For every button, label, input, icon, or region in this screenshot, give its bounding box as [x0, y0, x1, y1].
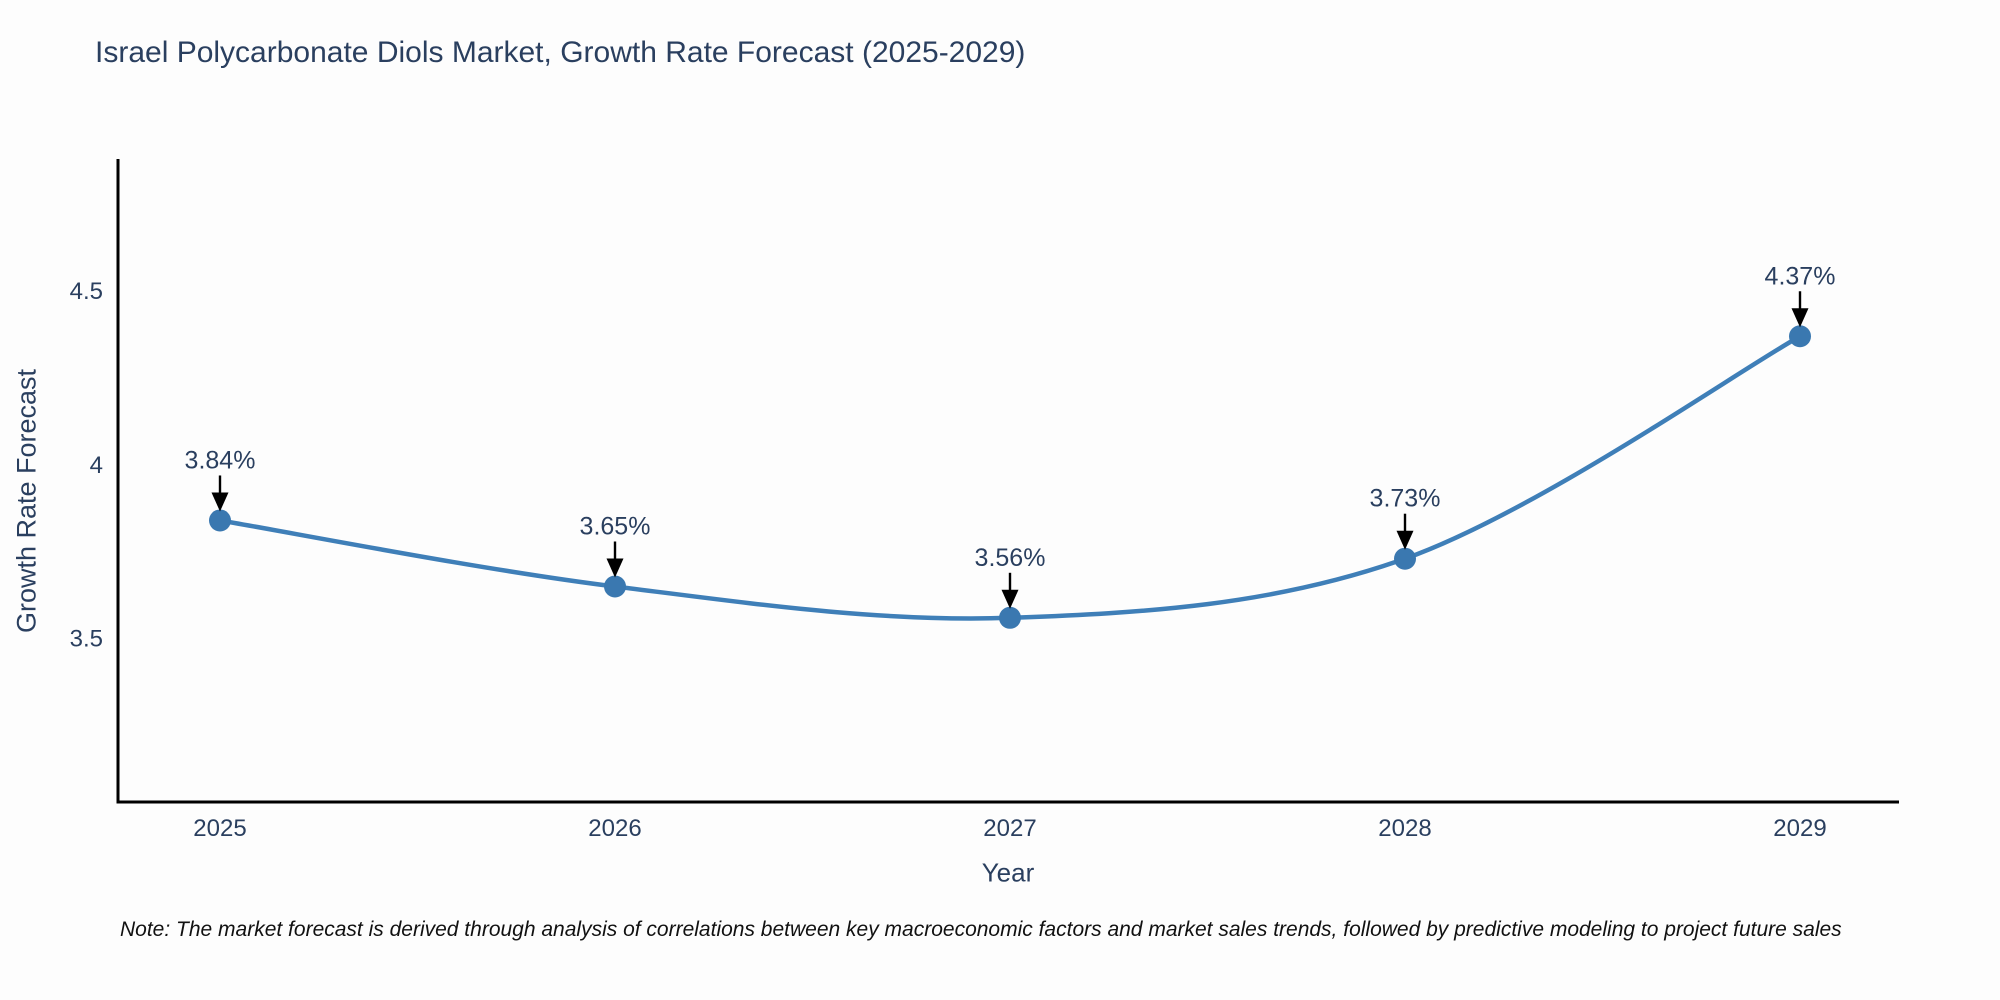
x-tick-label: 2025 [193, 815, 246, 842]
data-point-label: 3.84% [185, 446, 256, 474]
x-tick-label: 2028 [1378, 815, 1431, 842]
x-tick-label: 2026 [588, 815, 641, 842]
data-point-marker [1789, 325, 1811, 348]
footnote: Note: The market forecast is derived thr… [120, 918, 1842, 941]
annotation-arrowhead-icon [1001, 589, 1019, 609]
data-point-marker [1394, 547, 1416, 570]
chart-title: Israel Polycarbonate Diols Market, Growt… [95, 36, 1026, 69]
annotation-arrowhead-icon [1396, 530, 1414, 550]
data-point-label: 3.65% [580, 513, 651, 541]
annotation-arrowhead-icon [211, 492, 229, 512]
data-point-marker [209, 509, 231, 532]
y-tick-label: 4 [90, 452, 103, 479]
x-tick-label: 2029 [1773, 815, 1826, 842]
x-tick-label: 2027 [983, 815, 1036, 842]
data-point-marker [604, 575, 626, 598]
y-tick-label: 3.5 [70, 626, 103, 653]
data-point-marker [999, 606, 1021, 629]
data-point-label: 3.56% [975, 544, 1046, 572]
data-point-label: 3.73% [1370, 485, 1441, 513]
annotation-arrowhead-icon [1791, 308, 1809, 328]
annotation-arrowhead-icon [606, 558, 624, 578]
x-axis-title: Year [981, 857, 1035, 888]
y-tick-label: 4.5 [70, 278, 103, 305]
data-point-label: 4.37% [1765, 262, 1836, 290]
